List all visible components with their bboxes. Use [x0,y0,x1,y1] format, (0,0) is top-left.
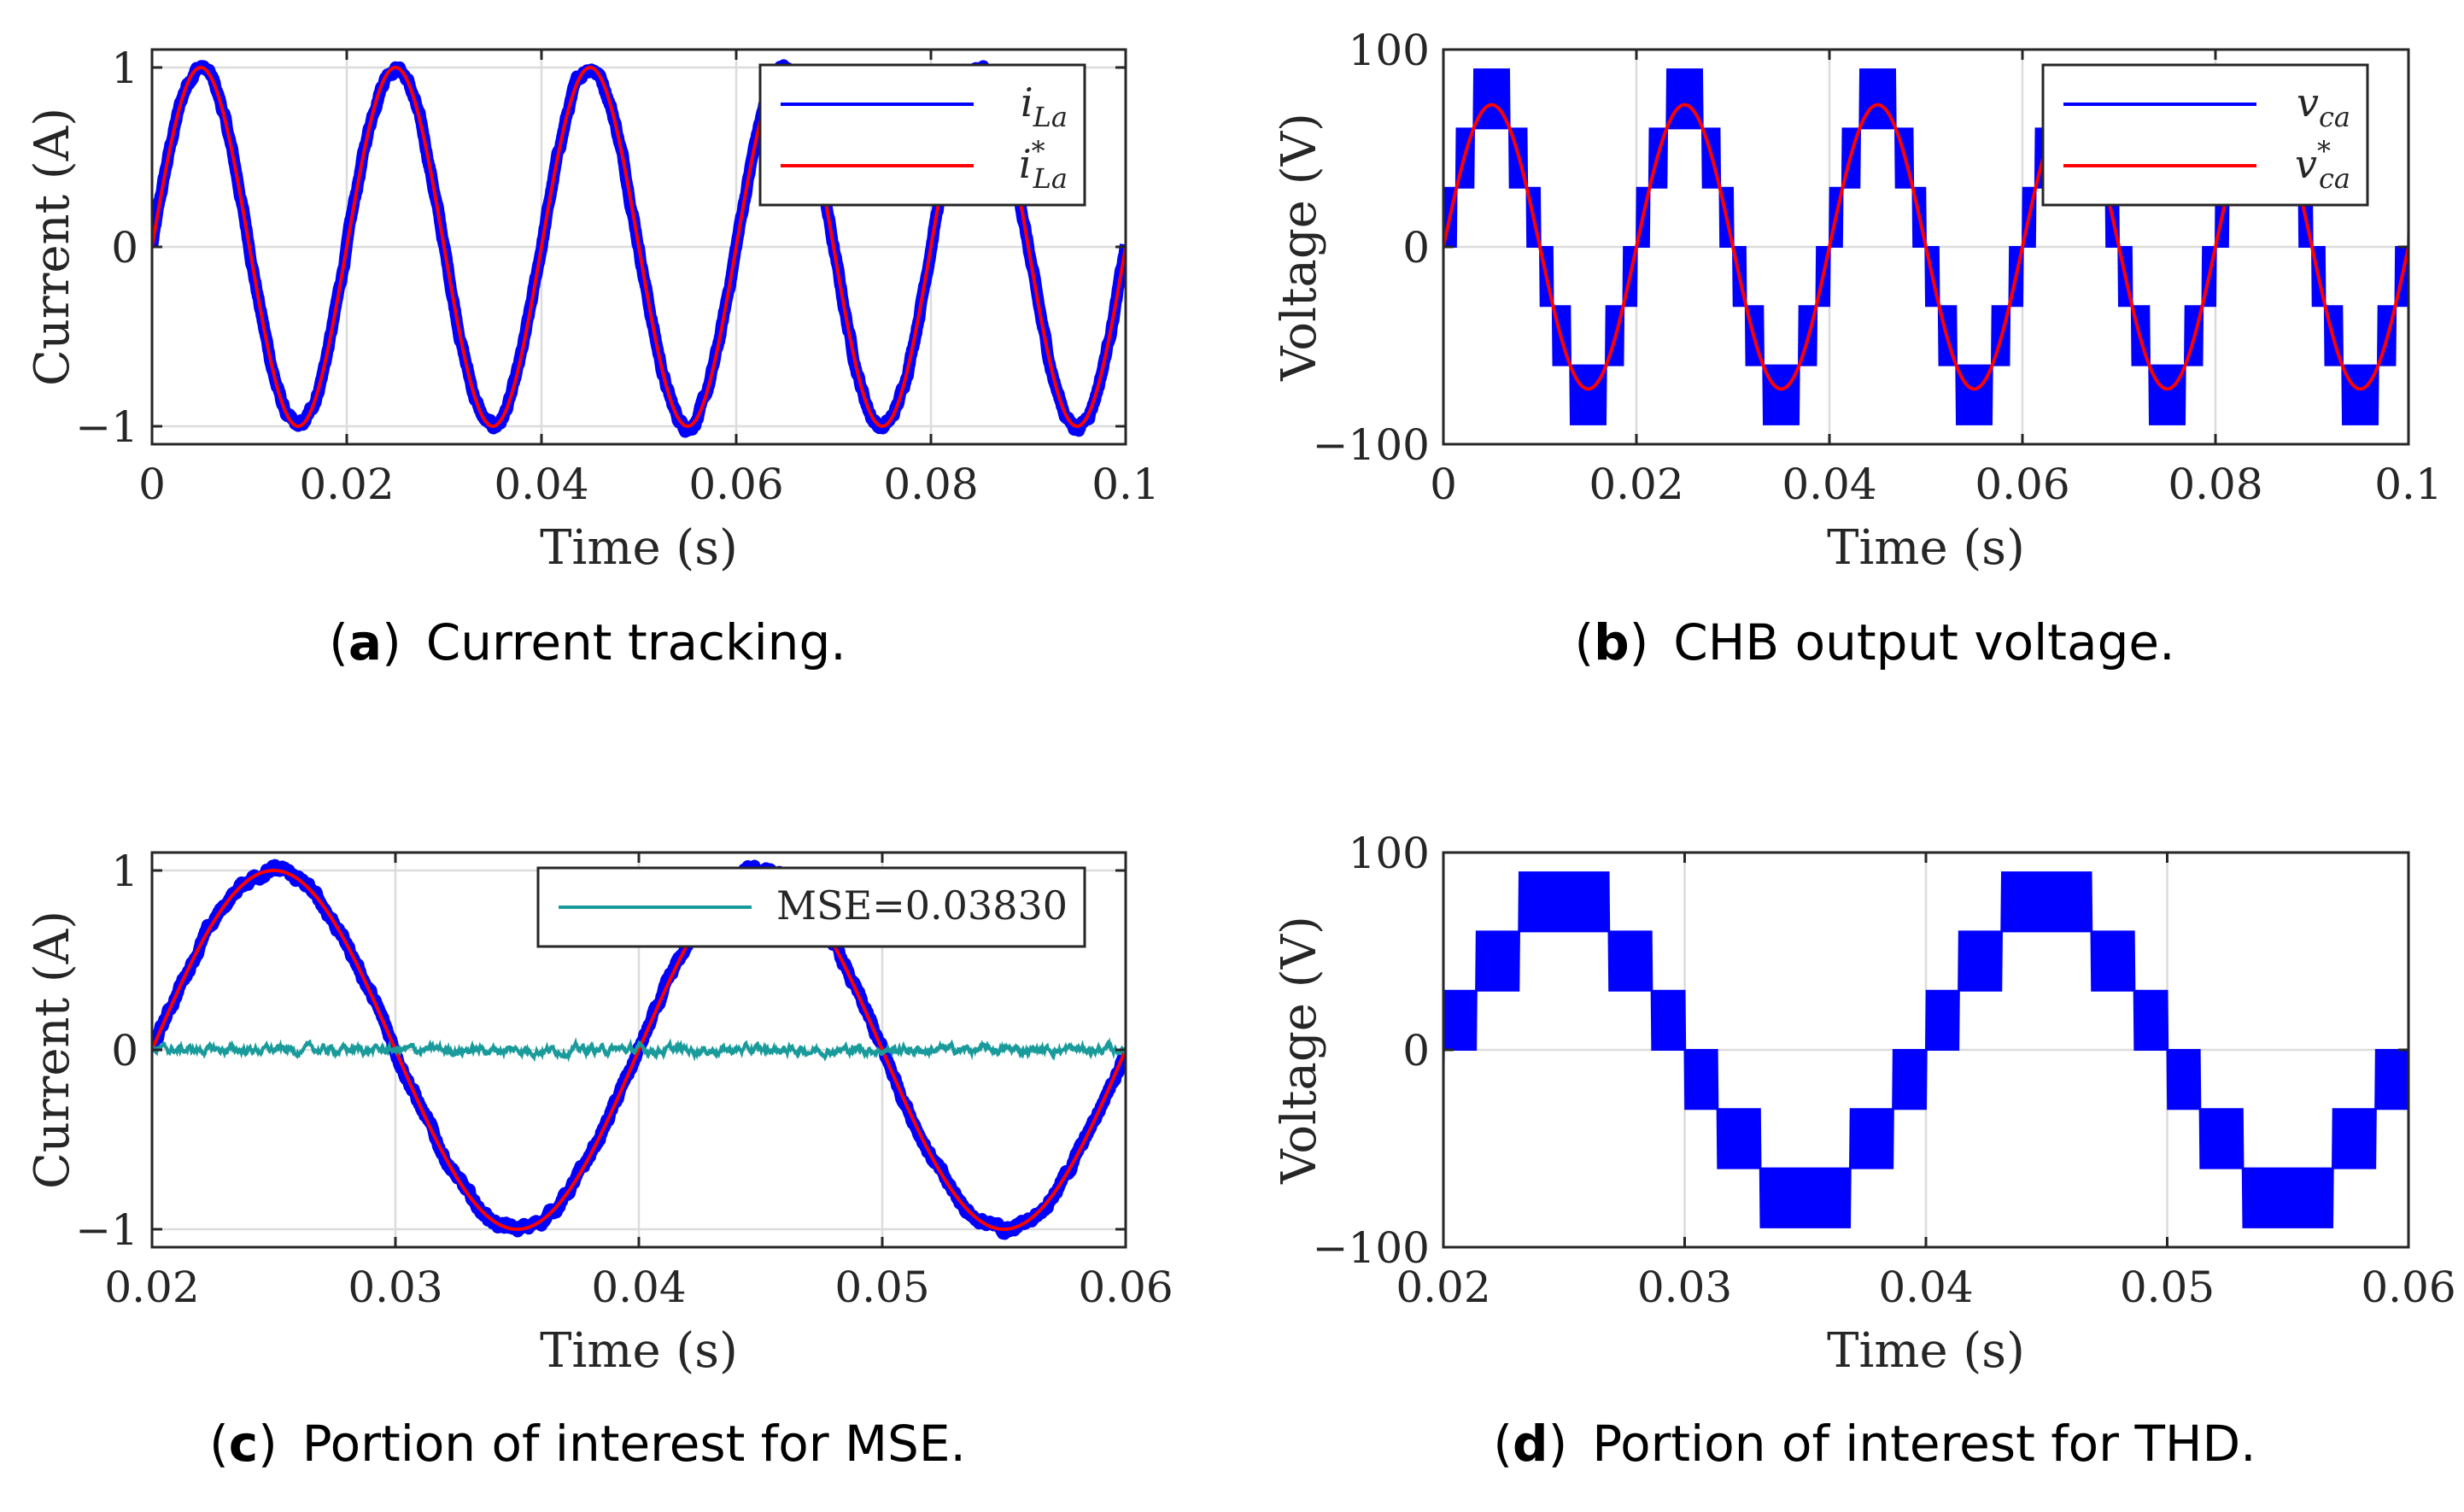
legend-label: MSE=0.03830 [776,882,1068,929]
legend-label: i* La [1019,135,1068,195]
x-tick-label: 0 [1430,460,1457,509]
chart-d: 0.02 0.03 0.04 0.05 0.06 −100 0 100 Time (s) Volt… [1272,829,2456,1473]
x-axis-label: Time (s) [540,1323,738,1379]
y-axis-label: Current (A) [25,108,80,386]
y-tick-label: −1 [75,1205,138,1255]
y-tick-label: −100 [1313,420,1430,470]
x-tick-label: 0.05 [834,1263,929,1312]
y-tick-label: 0 [1402,223,1430,273]
x-tick-label: 0.1 [2374,460,2443,509]
caption-a: (a) Current tracking. [329,613,846,671]
y-tick-label: −100 [1313,1223,1430,1273]
y-axis-label: Current (A) [25,911,80,1189]
plot-area [152,859,1126,1240]
x-tick-label: 0.08 [883,460,978,509]
y-tick-label: 100 [1349,829,1430,878]
x-tick-label: 0.08 [2168,460,2262,509]
x-tick-label: 0.06 [2361,1263,2455,1312]
x-tick-label: 0.02 [104,1263,199,1312]
x-tick-label: 0.04 [1782,460,1876,509]
y-tick-label: −1 [75,402,138,452]
y-axis-label: Voltage (V) [1272,916,1327,1185]
x-tick-label: 0.1 [1092,460,1160,509]
y-tick-label: 0 [1402,1026,1430,1075]
legend-label: iLa [1021,79,1068,133]
x-tick-label: 0.02 [299,460,394,509]
x-tick-label: 0.04 [591,1263,686,1312]
x-tick-label: 0.04 [494,460,588,509]
x-axis-label: Time (s) [540,520,738,576]
y-tick-label: 100 [1349,26,1430,75]
x-tick-label: 0.06 [1078,1263,1173,1312]
chart-c: 0.02 0.03 0.04 0.05 0.06 −1 0 1 Time (s) Current … [25,847,1173,1473]
caption-c: (c) Portion of interest for MSE. [209,1415,966,1473]
x-tick-label: 0.02 [1589,460,1683,509]
legend-label: v* ca [2295,135,2350,195]
x-tick-label: 0.03 [1637,1263,1732,1312]
legend-box [758,63,1086,207]
y-tick-label: 1 [111,44,138,93]
x-tick-label: 0.02 [1396,1263,1490,1312]
series-reference [152,868,1126,1232]
caption-d: (d) Portion of interest for THD. [1493,1415,2256,1473]
x-axis-label: Time (s) [1827,1323,2025,1379]
legend-box [2041,63,2369,207]
x-tick-label: 0 [138,460,166,509]
x-tick-label: 0.04 [1878,1263,1973,1312]
y-axis-label: Voltage (V) [1272,113,1327,382]
x-tick-label: 0.06 [688,460,783,509]
x-tick-label: 0.06 [1975,460,2069,509]
legend-label: vca [2297,79,2350,133]
y-tick-label: 0 [111,1026,138,1075]
y-tick-label: 1 [111,847,138,896]
y-tick-label: 0 [111,223,138,273]
legend: MSE=0.03830 [536,866,1086,948]
series-error [152,1037,1126,1063]
caption-b: (b) CHB output voltage. [1574,613,2174,671]
x-axis-label: Time (s) [1827,520,2025,576]
plot-area [1443,871,2408,1228]
x-tick-label: 0.05 [2120,1263,2215,1312]
x-tick-label: 0.03 [348,1263,442,1312]
series-multilevel-voltage [1443,871,2408,1228]
